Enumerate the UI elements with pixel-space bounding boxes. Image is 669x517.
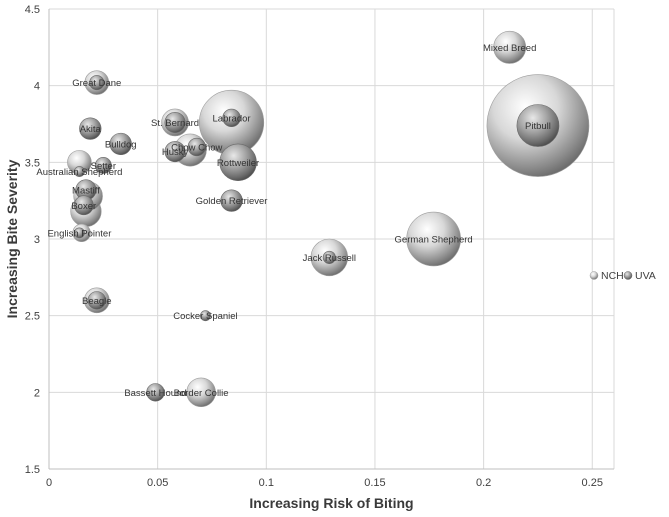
- axes: [48, 9, 614, 470]
- bubble-uva-point: [164, 141, 186, 163]
- bubble-uva-point: [74, 227, 85, 239]
- bubbles: [67, 30, 590, 408]
- bubble-uva-point: [187, 137, 206, 157]
- y-tick-label: 3.5: [25, 157, 40, 169]
- bubble-label: Pitbull: [525, 121, 551, 132]
- x-tick-label: 0: [46, 477, 52, 489]
- y-tick-label: 4.5: [25, 4, 40, 16]
- x-tick-label: 0.2: [476, 477, 491, 489]
- bubble-label: Bulldog: [105, 139, 137, 150]
- bubble-uva-point: [74, 166, 85, 177]
- x-tick-label: 0.05: [147, 477, 168, 489]
- bubble-uva-point: [109, 132, 132, 156]
- y-axis-title: Increasing Bite Severity: [4, 159, 20, 318]
- bubble-uva-point: [516, 104, 560, 147]
- x-tick-label: 0.25: [582, 477, 603, 489]
- bubble-label: Jack Russell: [303, 253, 356, 264]
- bubble-label: Husky: [162, 147, 189, 158]
- bubble-uva-point: [219, 143, 257, 182]
- legend-marker-uva: [623, 271, 633, 280]
- tick-labels: 0 0.05 0.1 0.15 0.2 0.25 1.5 2 2.5 3 3.5 4 4.5: [25, 4, 603, 489]
- bubble-label: Golden Retriever: [196, 196, 268, 207]
- bubble-label: English Pointer: [47, 228, 111, 239]
- bubble-label: Great Dane: [72, 78, 121, 89]
- bubble-uva-point: [220, 189, 243, 212]
- bubble-nch-point: [186, 377, 216, 408]
- x-tick-label: 0.15: [364, 477, 385, 489]
- bubble-uva-point: [164, 111, 186, 133]
- bubble-label: Beagle: [82, 296, 112, 307]
- y-tick-label: 1.5: [25, 464, 40, 476]
- bubble-uva-point: [73, 195, 94, 216]
- bubble-labels: Mixed Breed German Shepherd Jack Russell Gr…: [36, 43, 551, 399]
- bubble-nch-point: [406, 211, 461, 267]
- bubble-label: Labrador: [213, 113, 251, 124]
- bubble-label: Boxer: [71, 201, 96, 212]
- bubble-uva-point: [94, 157, 112, 174]
- bubble-nch-point: [493, 30, 527, 64]
- legend-marker-nch: [589, 271, 599, 280]
- bubble-label: Bassett Hound: [124, 388, 186, 399]
- legend-label-uva: UVA: [635, 270, 656, 282]
- bubble-label: Chow Chow: [171, 143, 222, 154]
- y-tick-label: 2.5: [25, 311, 40, 323]
- bubble-uva-point: [222, 108, 241, 128]
- bubble-label: Akita: [80, 124, 102, 135]
- bubble-label: Mastiff: [72, 185, 100, 196]
- bubble-label: Setter: [91, 161, 116, 172]
- legend: NCH UVA: [589, 270, 656, 282]
- bubble-uva-point: [200, 310, 211, 322]
- bubble-uva-point: [146, 383, 165, 402]
- bubble-label: St. Bernard: [151, 118, 199, 129]
- bubble-label: Mixed Breed: [483, 43, 536, 54]
- y-tick-label: 2: [34, 387, 40, 399]
- bubble-label: Border Collie: [174, 388, 229, 399]
- bubble-uva-point: [322, 250, 336, 264]
- bubble-label: German Shepherd: [395, 235, 473, 246]
- bubble-label: Australian Shepherd: [36, 167, 122, 178]
- bubble-label: Rottweiler: [217, 158, 259, 169]
- bubble-uva-point: [87, 291, 106, 310]
- bubble-uva-point: [89, 75, 105, 91]
- bubble-label: Cocker Spaniel: [173, 311, 237, 322]
- y-tick-label: 3: [34, 234, 40, 246]
- x-tick-label: 0.1: [259, 477, 274, 489]
- y-tick-label: 4: [34, 81, 40, 93]
- x-axis-title: Increasing Risk of Biting: [249, 495, 413, 511]
- legend-label-nch: NCH: [601, 270, 624, 282]
- bubble-uva-point: [79, 117, 102, 140]
